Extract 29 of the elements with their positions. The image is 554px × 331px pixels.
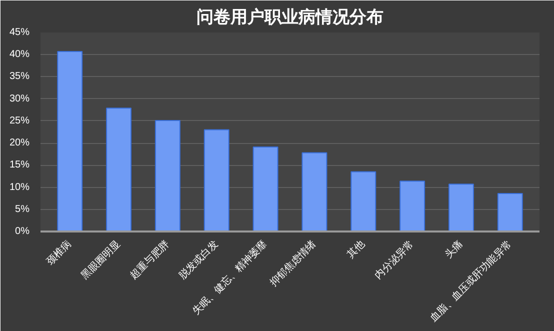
- bar: [350, 171, 376, 232]
- y-tick-label: 0%: [15, 226, 30, 237]
- x-tick-label: 头痛: [442, 238, 466, 261]
- bar: [204, 129, 230, 232]
- y-tick-label: 30%: [9, 93, 30, 104]
- x-tick-label: 脱发或白发: [176, 238, 221, 282]
- y-tick-label: 25%: [9, 115, 30, 126]
- y-tick-label: 45%: [9, 27, 30, 38]
- y-tick-label: 10%: [9, 182, 30, 193]
- y-tick-label: 20%: [9, 138, 30, 149]
- x-tick-label: 内分泌异常: [372, 238, 416, 282]
- bar: [106, 108, 132, 232]
- y-tick-label: 35%: [9, 71, 30, 82]
- bar: [154, 120, 180, 232]
- y-tick-label: 40%: [9, 49, 30, 60]
- x-tick-label: 黑眼圈明显: [80, 238, 123, 282]
- x-tick-label: 其他: [344, 238, 368, 261]
- chart-title: 问卷用户职业病情况分布: [196, 8, 384, 28]
- bar: [302, 152, 328, 232]
- x-tick-label: 超重与肥胖: [128, 238, 172, 282]
- bar: [497, 192, 523, 232]
- bar: [57, 51, 83, 232]
- bar: [400, 180, 426, 232]
- y-tick-label: 5%: [15, 204, 30, 215]
- x-tick-label: 颈椎病: [44, 238, 74, 268]
- bar: [448, 184, 474, 232]
- bar: [252, 146, 278, 232]
- x-tick-label: 抑郁焦虑情绪: [267, 238, 318, 289]
- y-tick-label: 15%: [9, 160, 30, 171]
